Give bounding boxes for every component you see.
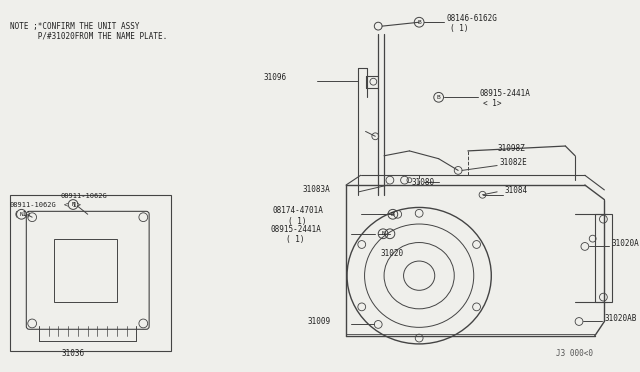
Text: B: B [436,95,440,100]
Text: 08915-2441A: 08915-2441A [479,89,531,98]
Text: B: B [417,20,421,25]
Text: 08146-6162G: 08146-6162G [447,14,497,23]
Text: P/#31020FROM THE NAME PLATE.: P/#31020FROM THE NAME PLATE. [10,31,167,41]
Text: 08911-1062G: 08911-1062G [60,193,107,199]
Text: ( 1): ( 1) [13,210,31,217]
Text: 08174-4701A: 08174-4701A [273,206,324,215]
Text: 31082E: 31082E [499,158,527,167]
Text: 31098Z: 31098Z [497,144,525,154]
Text: 31084: 31084 [505,186,528,195]
Text: 31080: 31080 [412,177,435,187]
Text: 31020: 31020 [380,249,403,258]
Text: 31020A: 31020A [611,239,639,248]
Text: NOTE ;*CONFIRM THE UNIT ASSY: NOTE ;*CONFIRM THE UNIT ASSY [10,22,140,31]
Text: N: N [71,202,75,207]
Bar [54,239,117,302]
Bar [10,195,171,351]
Text: 31083A: 31083A [302,185,330,195]
Text: 31036: 31036 [61,349,84,358]
Text: 31020AB: 31020AB [604,314,637,323]
Bar [595,214,612,302]
Text: 31009: 31009 [307,317,330,326]
Text: < 1>: < 1> [65,202,81,208]
Text: 08915-2441A: 08915-2441A [271,225,322,234]
Text: ( 1): ( 1) [451,23,469,33]
Text: N: N [381,231,385,236]
Text: N: N [20,212,23,217]
Text: ( 1): ( 1) [287,217,306,225]
Text: ( 1): ( 1) [285,235,304,244]
Text: 08911-1062G: 08911-1062G [10,202,56,208]
Text: J3 000<0: J3 000<0 [556,349,593,358]
Text: < 1>: < 1> [483,99,502,108]
Text: 31096: 31096 [263,73,286,82]
Text: B: B [391,212,395,217]
